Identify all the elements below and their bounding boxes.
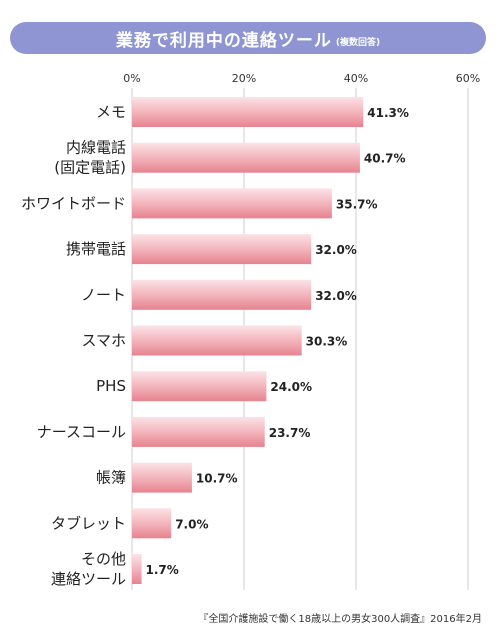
category-label: メモ bbox=[96, 103, 126, 121]
category-label: 連絡ツール bbox=[51, 570, 126, 588]
bar bbox=[132, 325, 302, 356]
value-label: 32.0% bbox=[315, 289, 357, 303]
category-label: 帳簿 bbox=[96, 469, 126, 487]
value-label: 32.0% bbox=[315, 243, 357, 257]
bars bbox=[132, 97, 364, 584]
value-label: 35.7% bbox=[336, 197, 378, 211]
value-label: 23.7% bbox=[269, 426, 311, 440]
value-label: 41.3% bbox=[367, 106, 409, 120]
category-label: ナースコール bbox=[37, 423, 126, 441]
x-tick-label: 40% bbox=[344, 72, 368, 85]
value-label: 24.0% bbox=[270, 380, 312, 394]
category-label: ノート bbox=[81, 286, 126, 304]
value-labels: 41.3% 40.7% 35.7% 32.0% 32.0% 30.3% 24.0% 23.7%… bbox=[146, 106, 409, 577]
bar bbox=[132, 462, 192, 493]
bar bbox=[132, 279, 312, 310]
category-label: (固定電話) bbox=[54, 159, 126, 177]
bar bbox=[132, 234, 312, 265]
x-axis-ticks: 0% 20% 40% 60% bbox=[123, 72, 480, 85]
bar bbox=[132, 188, 332, 219]
x-tick-label: 60% bbox=[456, 72, 480, 85]
source-note: 『全国介護施設で働く18歳以上の男女300人調査』2016年2月 bbox=[198, 614, 482, 625]
value-label: 40.7% bbox=[364, 152, 406, 166]
chart-subtitle: (複数回答) bbox=[335, 37, 381, 48]
bar bbox=[132, 508, 172, 539]
value-label: 1.7% bbox=[146, 563, 179, 577]
x-tick-label: 20% bbox=[232, 72, 256, 85]
category-label: ホワイトボード bbox=[21, 194, 126, 212]
category-label: 内線電話 bbox=[66, 139, 126, 157]
value-label: 30.3% bbox=[306, 335, 348, 349]
bar bbox=[132, 371, 267, 402]
bar bbox=[132, 97, 364, 127]
chart-title: 業務で利用中の連絡ツール bbox=[115, 30, 332, 51]
value-label: 10.7% bbox=[196, 472, 238, 486]
category-label: タブレット bbox=[51, 514, 126, 532]
bar bbox=[132, 142, 360, 173]
category-label: その他 bbox=[81, 550, 126, 568]
category-label: スマホ bbox=[81, 332, 126, 350]
category-label: 携帯電話 bbox=[66, 240, 126, 258]
x-tick-label: 0% bbox=[123, 72, 140, 85]
chart-title-banner: 業務で利用中の連絡ツール (複数回答) bbox=[10, 22, 486, 54]
bar bbox=[132, 554, 142, 584]
category-label: PHS bbox=[96, 377, 126, 395]
bar bbox=[132, 416, 265, 447]
value-label: 7.0% bbox=[175, 517, 208, 531]
